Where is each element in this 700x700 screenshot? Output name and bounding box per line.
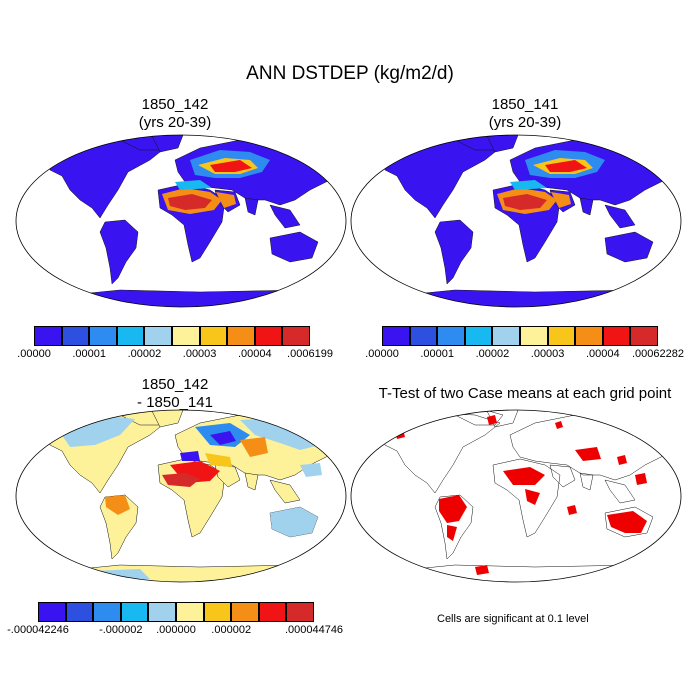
panel1-title: 1850_142 (yrs 20-39) (25, 96, 325, 132)
colorbar-swatch (602, 326, 631, 346)
colorbar-swatch (93, 602, 121, 622)
colorbar-swatch (254, 326, 283, 346)
colorbar-tick-label: .00000 (17, 348, 51, 360)
colorbar-swatch (437, 326, 465, 346)
panel2-title: 1850_141 (yrs 20-39) (375, 96, 675, 132)
colorbar-case2-labels: .00000 .00001 .00002 .00003 .00004 .00062282 (365, 348, 684, 362)
panel2-title-line1: 1850_141 (491, 96, 559, 113)
colorbar-swatch (492, 326, 520, 346)
panel2-title-line2: (yrs 20-39) (488, 114, 562, 131)
significance-note: Cells are significant at 0.1 level (437, 613, 589, 625)
dust-field-case1 (162, 150, 270, 214)
colorbar-tick-label: .000002 (211, 624, 252, 636)
colorbar-tick-label: .00062282 (632, 348, 684, 360)
colorbar-swatch (282, 326, 310, 346)
colorbar-swatch (89, 326, 117, 346)
colorbar-swatch (65, 602, 94, 622)
colorbar-swatch (175, 602, 204, 622)
colorbar-tick-label: .00004 (237, 348, 272, 360)
colorbar-tick-label: -.000042246 (7, 624, 69, 636)
significant-cells (395, 415, 647, 575)
colorbar-tick-label: .00002 (475, 348, 510, 360)
colorbar-swatch (519, 326, 548, 346)
colorbar-swatch (258, 602, 287, 622)
colorbar-tick-label: .00000 (365, 348, 399, 360)
panel4-title: T-Test of two Case means at each grid po… (378, 385, 672, 402)
colorbar-tick-label: .00001 (72, 348, 107, 360)
colorbar-tick-label: .00003 (530, 348, 565, 360)
colorbar-swatch (120, 602, 149, 622)
colorbar-swatch (203, 602, 232, 622)
colorbar-case2 (382, 326, 658, 346)
colorbar-tick-label: .00003 (182, 348, 217, 360)
colorbar-swatch (630, 326, 658, 346)
colorbar-swatch (199, 326, 228, 346)
colorbar-difference-labels: -.000042246 -.000002 .000000 .000002 .000044… (7, 624, 343, 638)
panel1-title-line2: (yrs 20-39) (138, 114, 212, 131)
panel3-title-line1: 1850_142 (141, 376, 209, 393)
panel3-title-line2: - 1850_141 (137, 394, 213, 411)
colorbar-swatch (148, 602, 176, 622)
colorbar-tick-label: .00001 (420, 348, 455, 360)
panel1-title-line1: 1850_142 (141, 96, 209, 113)
colorbar-swatch (231, 602, 259, 622)
colorbar-tick-label: .000044746 (284, 624, 344, 636)
colorbar-swatch (382, 326, 410, 346)
colorbar-swatch (464, 326, 493, 346)
colorbar-case1-labels: .00000 .00001 .00002 .00003 .00004 .0006199 (17, 348, 333, 362)
panel3-title: 1850_142 - 1850_141 (25, 376, 325, 412)
colorbar-swatch (409, 326, 438, 346)
colorbar-tick-label: .0006199 (287, 348, 333, 360)
figure-title: ANN DSTDEP (kg/m2/d) (246, 63, 454, 84)
colorbar-tick-label: .00004 (585, 348, 620, 360)
colorbar-difference (38, 602, 314, 622)
colorbar-swatch (34, 326, 62, 346)
colorbar-tick-label: .00002 (127, 348, 162, 360)
colorbar-swatch (38, 602, 66, 622)
colorbar-case1 (34, 326, 310, 346)
colorbar-swatch (227, 326, 255, 346)
colorbar-swatch (547, 326, 576, 346)
colorbar-swatch (171, 326, 200, 346)
colorbar-swatch (61, 326, 90, 346)
colorbar-tick-label: -.000002 (99, 624, 143, 636)
colorbar-swatch (144, 326, 172, 346)
colorbar-swatch (286, 602, 314, 622)
dust-field-case2 (497, 150, 605, 214)
colorbar-swatch (116, 326, 145, 346)
colorbar-tick-label: .000000 (156, 624, 196, 636)
colorbar-swatch (575, 326, 603, 346)
